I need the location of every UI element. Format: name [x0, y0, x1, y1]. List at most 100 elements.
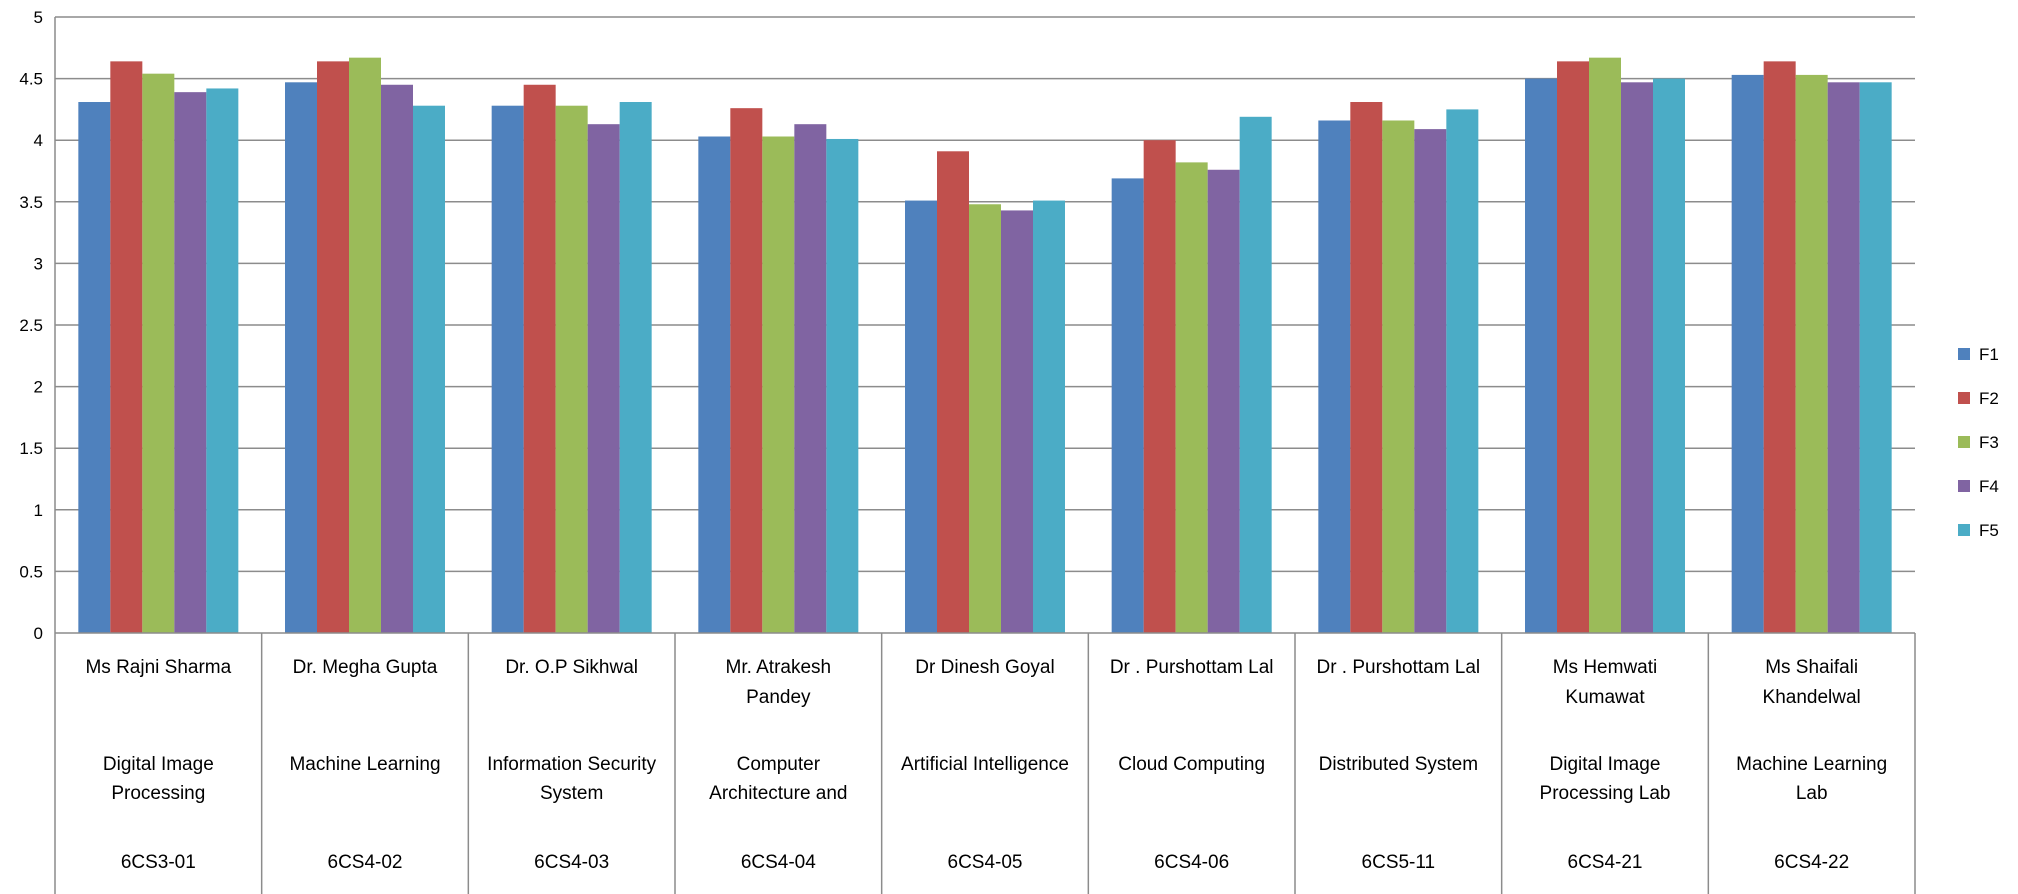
y-tick-label: 2.5	[19, 316, 43, 335]
legend-label-F3: F3	[1979, 433, 1999, 452]
category-label: Ms Shaifali	[1765, 657, 1858, 678]
category-label: Information Security	[487, 754, 656, 775]
bar-F2-1	[110, 61, 143, 634]
bar-F1-4	[698, 136, 731, 633]
category-label: 6CS4-03	[534, 852, 609, 873]
bar-F5-8	[1653, 78, 1685, 634]
bar-F3-3	[555, 105, 588, 634]
bar-F1-5	[905, 200, 937, 633]
category-label: 6CS3-01	[121, 852, 196, 873]
category-label: Ms Hemwati	[1553, 657, 1658, 678]
y-tick-label: 0.5	[19, 562, 43, 581]
bar-F4-7	[1414, 129, 1447, 633]
bar-F4-9	[1827, 82, 1860, 633]
bar-F1-2	[285, 82, 317, 633]
category-label: Mr. Atrakesh	[726, 657, 832, 678]
category-label: Dr . Purshottam Lal	[1316, 657, 1480, 678]
legend-swatch-F3	[1958, 436, 1970, 448]
category-label: Machine Learning	[289, 754, 440, 775]
category-label: 6CS4-05	[948, 852, 1023, 873]
category-label: Khandelwal	[1763, 687, 1861, 708]
category-label: Dr. Megha Gupta	[293, 657, 438, 678]
bar-F1-3	[491, 105, 524, 634]
category-label: Architecture and	[709, 783, 847, 804]
category-label: Dr. O.P Sikhwal	[505, 657, 638, 678]
bar-F3-4	[762, 136, 795, 633]
category-label: 6CS4-02	[328, 852, 403, 873]
bar-F5-7	[1446, 109, 1479, 633]
bar-F1-8	[1525, 78, 1557, 634]
category-label: Processing Lab	[1540, 783, 1671, 804]
category-label: 6CS4-22	[1774, 852, 1849, 873]
category-label: Kumawat	[1565, 687, 1645, 708]
category-label: Processing	[111, 783, 205, 804]
bar-F2-4	[730, 108, 763, 634]
y-tick-label: 1.5	[19, 439, 43, 458]
bar-F3-5	[969, 204, 1001, 633]
category-label: Lab	[1796, 783, 1828, 804]
bar-F5-2	[413, 105, 445, 634]
bar-F4-4	[794, 124, 827, 634]
legend-swatch-F5	[1958, 524, 1970, 536]
category-label: Dr . Purshottam Lal	[1110, 657, 1274, 678]
category-label: 6CS4-04	[741, 852, 816, 873]
category-label: Pandey	[746, 687, 811, 708]
bar-F4-2	[381, 84, 413, 633]
y-axis: 0 0.5 1 1.5 2 2.5 3 3.5 4 4.5 5	[19, 8, 56, 894]
bar-F4-8	[1621, 82, 1653, 633]
bar-F3-7	[1382, 120, 1415, 634]
category-label: System	[540, 783, 603, 804]
category-label: Dr Dinesh Goyal	[915, 657, 1054, 678]
bar-F2-6	[1143, 140, 1176, 633]
bar-F3-9	[1795, 74, 1828, 634]
bar-F1-1	[78, 102, 111, 634]
bar-F5-9	[1859, 82, 1892, 633]
legend-label-F1: F1	[1979, 345, 1999, 364]
bar-F1-6	[1111, 178, 1144, 633]
y-tick-label: 3.5	[19, 193, 43, 212]
legend-swatch-F4	[1958, 480, 1970, 492]
bar-F3-6	[1175, 162, 1208, 633]
category-label: Digital Image	[1550, 754, 1661, 775]
y-tick-label: 5	[34, 8, 43, 27]
y-tick-label: 4	[34, 131, 43, 150]
bar-F4-5	[1001, 210, 1033, 633]
category-label: Machine Learning	[1736, 754, 1887, 775]
bar-F4-1	[174, 92, 207, 634]
bar-F3-2	[349, 57, 381, 633]
bar-F4-3	[587, 124, 620, 634]
legend-label-F5: F5	[1979, 521, 1999, 540]
y-tick-label: 4.5	[19, 70, 43, 89]
bar-F5-5	[1033, 200, 1065, 633]
category-label: Cloud Computing	[1118, 754, 1265, 775]
bar-F5-1	[206, 88, 239, 634]
bar-F3-1	[142, 73, 175, 633]
bar-F2-5	[937, 151, 969, 633]
y-tick-label: 1	[34, 501, 43, 520]
category-label: Ms Rajni Sharma	[85, 657, 231, 678]
category-label: Digital Image	[103, 754, 214, 775]
bar-F2-7	[1350, 102, 1383, 634]
legend: F1 F2 F3 F4 F5	[1958, 345, 1999, 540]
category-label: 6CS4-06	[1154, 852, 1229, 873]
bar-F3-8	[1589, 57, 1621, 633]
legend-swatch-F1	[1958, 348, 1970, 360]
bar-F5-6	[1239, 116, 1272, 634]
bar-F2-2	[317, 61, 349, 634]
bars	[78, 57, 1892, 634]
legend-label-F4: F4	[1979, 477, 1999, 496]
category-label: 6CS4-21	[1568, 852, 1643, 873]
x-axis-table: Ms Rajni Sharma Digital Image Processing 6C…	[55, 632, 1916, 894]
bar-F2-8	[1557, 61, 1589, 634]
y-tick-label: 2	[34, 378, 43, 397]
bar-F1-9	[1731, 74, 1764, 634]
category-label: Artificial Intelligence	[901, 754, 1069, 775]
bar-F4-6	[1207, 169, 1240, 633]
bar-F2-3	[523, 84, 556, 633]
legend-label-F2: F2	[1979, 389, 1999, 408]
category-label: Distributed System	[1319, 754, 1478, 775]
category-label: 6CS5-11	[1362, 852, 1436, 873]
legend-swatch-F2	[1958, 392, 1970, 404]
bar-F5-4	[826, 138, 859, 633]
